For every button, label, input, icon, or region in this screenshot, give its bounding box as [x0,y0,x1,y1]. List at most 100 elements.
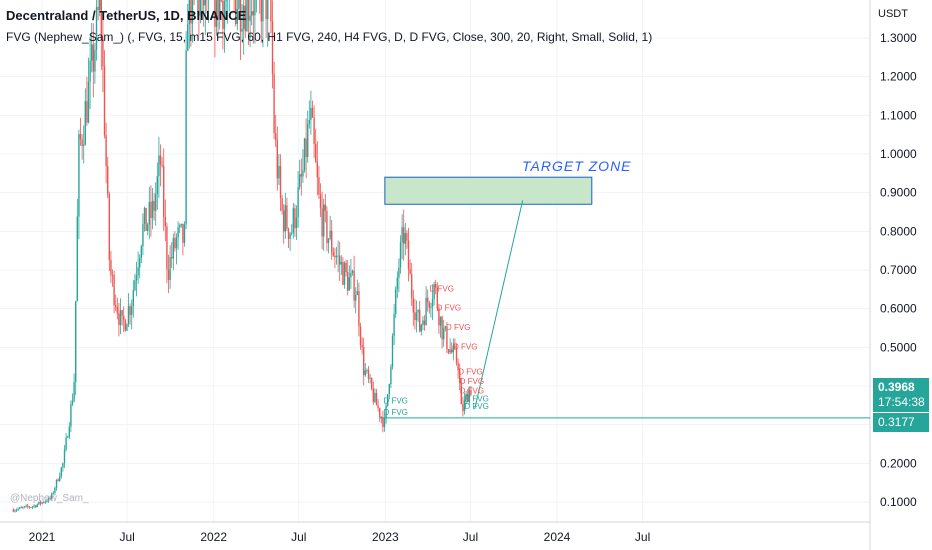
candle-body [121,310,123,316]
candle-body [367,369,370,379]
candle-body [332,252,335,256]
candle-body [143,207,146,224]
candle-body [92,44,95,72]
candle-body [403,227,405,244]
candle-body [204,0,207,6]
candle-body [267,0,269,20]
candle-body [100,0,103,40]
fvg-label: D FVG [453,342,477,351]
candle-body [111,274,114,276]
candle-body [327,238,330,243]
candle-body [25,505,27,507]
candle-body [84,101,87,145]
candle-body [148,201,151,225]
candle-body [167,269,170,280]
candle-body [295,217,298,229]
candle-body [137,267,139,276]
candle-body [225,0,227,2]
fvg-label: D FVG [383,408,407,417]
candle-body [150,201,152,219]
x-tick-label: 2023 [372,530,399,544]
candle-body [337,255,339,257]
candle-body [303,138,306,171]
candle-body [39,501,42,504]
candle-body [198,0,200,16]
candle-body [19,507,21,509]
candle-body [438,308,440,326]
y-tick-label: 0.6000 [880,302,917,316]
target-zone-box [384,176,593,205]
candle-body [249,15,251,21]
candle-body [30,507,32,508]
candle-body [443,328,445,340]
candle-body [329,230,331,239]
candle-body [323,204,325,237]
candle-body [86,101,88,123]
candle-body [108,194,111,260]
candle-body [28,506,31,508]
candle-body [156,176,159,195]
candle-body [470,390,472,395]
candle-body [68,426,71,438]
candle-body [286,205,288,229]
candle-body [119,310,122,326]
x-tick-label: 2021 [29,530,56,544]
candle-body [407,240,410,270]
bar-countdown: 17:54:38 [878,395,925,409]
candle-body [127,306,130,325]
candle-body [275,133,277,141]
candle-body [289,233,291,239]
chart-title[interactable]: Decentraland / TetherUS, 1D, BINANCE [6,8,247,23]
candle-body [260,0,263,22]
candle-body [398,267,400,278]
candle-body [116,307,119,314]
candle-body [401,227,403,243]
fvg-label: D FVG [458,367,482,376]
candle-body [462,404,464,412]
candle-body [41,502,43,504]
candle-body [395,288,397,314]
y-tick-label: 0.5000 [880,340,917,354]
candle-body [343,262,346,285]
candle-body [99,0,101,10]
candle-body [321,208,323,237]
candle-body [83,144,85,146]
candle-body [182,223,184,243]
candle-body [316,161,319,178]
candle-body [71,401,74,405]
candle-body [371,378,373,389]
candle-body [315,143,317,162]
candle-body [236,8,239,24]
fvg-label: D FVG [464,402,488,411]
candle-body [158,155,160,177]
candle-body [87,81,90,123]
candle-body [423,320,426,326]
candle-body [262,0,264,22]
candle-body [441,316,443,340]
candle-body [54,487,56,493]
candle-body [239,0,242,32]
candle-body [222,0,224,29]
candle-body [63,449,66,464]
candle-body [75,301,77,383]
candle-body [52,492,55,494]
indicator-legend[interactable]: FVG (Nephew_Sam_) (, FVG, 15, m15 FVG, 6… [6,30,653,44]
candle-body [273,74,275,134]
y-tick-label: 0.2000 [880,456,917,470]
candle-body [223,1,226,29]
candle-body [339,255,341,265]
candle-body [324,204,327,211]
candle-body [145,207,147,231]
y-tick-label: 0.9000 [880,186,917,200]
candle-body [412,297,415,313]
candle-body [356,291,359,296]
candle-body [291,232,293,234]
candle-body [81,139,83,146]
y-tick-label: 1.0000 [880,147,917,161]
candle-body [12,509,15,512]
fvg-label: D FVG [383,396,407,405]
candle-body [436,287,439,309]
candle-body [174,238,176,249]
